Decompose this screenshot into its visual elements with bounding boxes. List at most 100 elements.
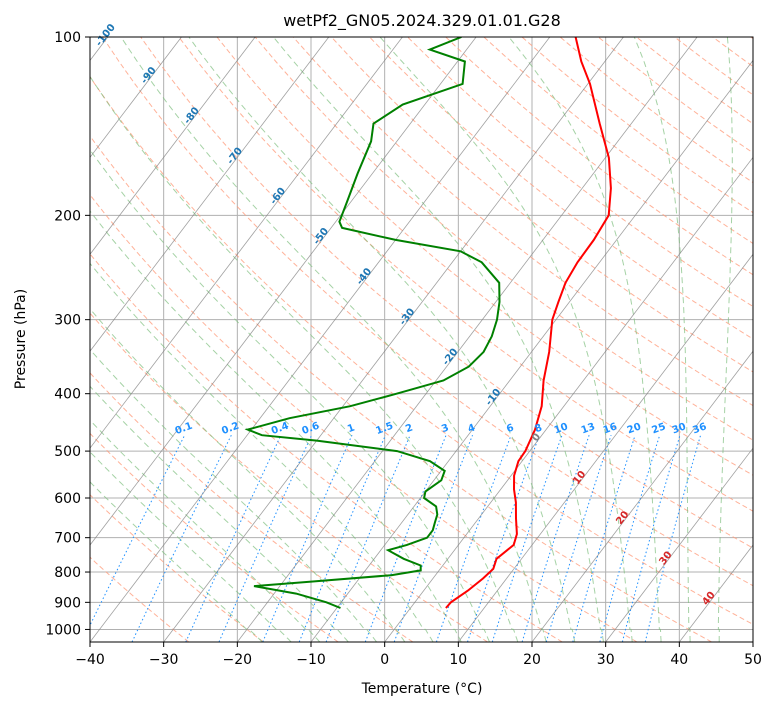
- mixing-ratio-label: 6: [505, 422, 515, 435]
- dry-adiabat-label: -20: [441, 347, 461, 368]
- dry-adiabat-label: -100: [94, 22, 118, 49]
- mixing-ratio-line: [435, 435, 512, 642]
- mixing-ratio-line: [131, 434, 232, 642]
- mixing-ratio-line: [393, 435, 473, 642]
- moist-adiabat-line: [90, 149, 490, 642]
- moist-adiabat-line: [90, 419, 321, 642]
- isotherm-line: [310, 59, 753, 642]
- temperature-profile-line: [445, 37, 612, 609]
- mixing-ratio-line: [644, 435, 702, 642]
- moist-adiabat-line: [273, 37, 604, 642]
- dry-adiabat-line: [90, 194, 638, 642]
- mixing-ratio-line: [298, 434, 386, 642]
- moist-adiabat-line: [90, 75, 519, 642]
- mixing-ratio-label: 25: [650, 421, 667, 436]
- x-tick-label: 30: [597, 652, 615, 668]
- mixing-ratio-line: [262, 434, 353, 642]
- mixing-ratio-label: 1: [346, 422, 356, 435]
- mixing-ratio-label: 1.5: [374, 421, 394, 437]
- mixing-ratio-line: [185, 434, 282, 642]
- mixing-ratio-label: 0.6: [301, 421, 321, 437]
- x-tick-label: 10: [449, 652, 467, 668]
- isotherm-line: [90, 37, 403, 449]
- moist-adiabat-line: [90, 348, 378, 642]
- dry-adiabat-line: [90, 556, 190, 642]
- mixing-ratio-line: [467, 435, 540, 642]
- mixing-ratio-label: 8: [533, 422, 543, 435]
- moist-adiabat-line: [90, 262, 434, 642]
- x-tick-label: 20: [523, 652, 541, 668]
- dry-adiabat-label: -60: [268, 186, 288, 207]
- dry-adiabat-line: [331, 37, 753, 373]
- mixing-ratio-label: 10: [553, 421, 570, 436]
- dry-adiabat-line: [750, 37, 753, 40]
- y-tick-label: 400: [54, 387, 81, 403]
- y-tick-label: 200: [54, 208, 81, 224]
- isotherm-line: [90, 37, 330, 352]
- x-tick-label: −10: [296, 652, 326, 668]
- dry-adiabat-line: [712, 37, 753, 68]
- skewed-isotherms: [90, 37, 753, 642]
- dry-adiabat-line: [369, 37, 753, 340]
- dry-adiabat-line: [90, 372, 414, 642]
- dry-adiabat-line: [636, 37, 753, 125]
- moist-adiabat-line: [90, 308, 406, 642]
- dry-adiabat-line: [102, 37, 753, 587]
- mixing-ratio-lines: [90, 434, 702, 642]
- isotherm-line: [90, 37, 477, 546]
- dry-adiabat-label: -40: [355, 266, 375, 287]
- moist-adiabat-line: [188, 37, 576, 642]
- profile-lines: [244, 37, 612, 609]
- plot-frame: [89, 36, 754, 643]
- mixing-ratio-line: [621, 435, 681, 642]
- moist-adiabat-line: [120, 37, 547, 642]
- y-tick-label: 1000: [45, 622, 81, 638]
- dry-adiabat-line: [90, 312, 488, 642]
- dry-adiabats: [90, 37, 753, 642]
- isotherm-line: [90, 37, 551, 642]
- x-tick-label: 50: [744, 652, 762, 668]
- chart-title: wetPf2_GN05.2024.329.01.01.G28: [283, 11, 561, 31]
- mixing-ratio-label: 13: [580, 421, 597, 436]
- x-tick-label: 40: [670, 652, 688, 668]
- mixing-ratio-label: 16: [602, 421, 619, 436]
- mixing-ratio-label: 36: [691, 421, 708, 436]
- mixing-ratio-label: 3: [440, 422, 450, 435]
- moist-adiabat-line: [90, 451, 292, 642]
- dry-adiabat-label: 30: [657, 550, 674, 568]
- dry-adiabat-label: -80: [182, 105, 202, 126]
- isotherm-line: [384, 156, 753, 642]
- dry-adiabat-line: [216, 37, 753, 476]
- isotherm-line: [531, 350, 753, 642]
- y-tick-label: 700: [54, 531, 81, 547]
- x-axis-label: Temperature (°C): [361, 681, 483, 697]
- dry-adiabat-label: -10: [484, 387, 504, 408]
- moist-adiabat-line: [508, 37, 662, 642]
- dry-adiabat-label: -70: [225, 146, 245, 167]
- mixing-ratio-label: 20: [626, 421, 643, 436]
- isotherm-line: [458, 253, 753, 642]
- isotherm-line: [605, 447, 753, 642]
- dry-adiabat-line: [445, 37, 753, 276]
- x-tick-label: −40: [75, 652, 105, 668]
- dry-adiabat-line: [90, 75, 753, 625]
- y-axis-ticks: 100 200 300 400 500 600 700 800 900 1000: [45, 30, 90, 638]
- moist-adiabat-line: [90, 481, 263, 642]
- dry-adiabat-line: [674, 37, 753, 96]
- y-tick-label: 600: [54, 491, 81, 507]
- dry-adiabat-line: [292, 37, 753, 407]
- line-labels: 0.1 0.2 0.4 0.6 1 1.5 2 3 4 6 8 10 13 16 20 25 30 36-100-…: [94, 22, 718, 607]
- mixing-ratio-line: [90, 434, 186, 627]
- dry-adiabat-line: [521, 37, 753, 214]
- moist-adiabat-line: [633, 37, 691, 642]
- isotherm-line: [90, 37, 256, 255]
- y-tick-label: 100: [54, 30, 81, 46]
- moist-adiabat-line: [717, 37, 733, 642]
- moist-adiabat-line: [90, 385, 349, 642]
- mixing-ratio-label: 0.1: [174, 421, 194, 437]
- isotherm-line: [752, 641, 753, 642]
- dry-adiabat-line: [90, 253, 563, 642]
- y-tick-label: 900: [54, 595, 81, 611]
- y-tick-label: 300: [54, 313, 81, 329]
